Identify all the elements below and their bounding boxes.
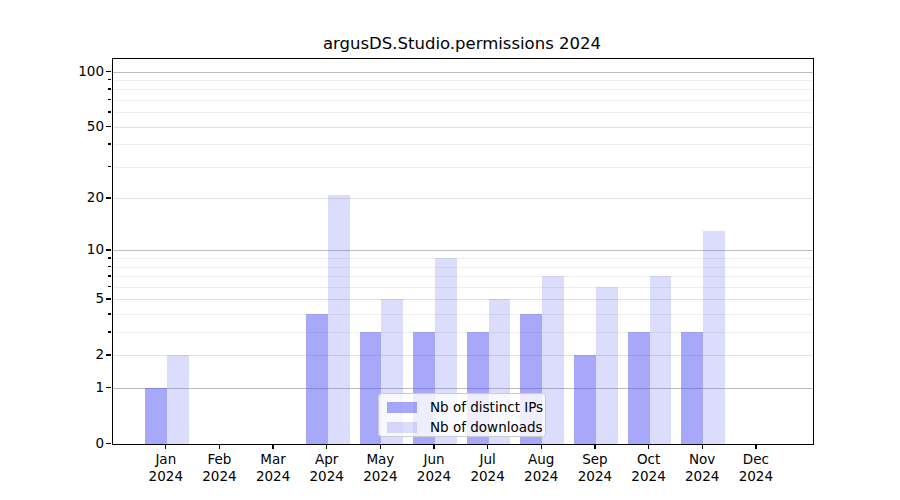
y-tick-label-1: 1 [44,379,104,395]
y-tick-label-5: 5 [44,290,104,306]
x-tick-mark-nov [702,444,703,449]
y-tick-label-10: 10 [44,241,104,257]
bar-downloads-nov [703,231,725,444]
gridline-minor-60 [113,112,813,113]
legend-entry-distinct-ips: Nb of distinct IPs [387,398,537,416]
legend: Nb of distinct IPs Nb of downloads [378,393,546,437]
legend-swatch-downloads [387,422,417,433]
legend-entry-downloads: Nb of downloads [387,418,537,436]
y-tick-mark-1 [106,387,111,388]
y-tick-mark-50 [106,126,111,127]
y-tick-mark-2 [106,354,111,355]
y-tick-mark-minor-40 [108,143,111,144]
chart-title: argusDS.Studio.permissions 2024 [112,34,812,53]
y-tick-mark-minor-4 [108,313,111,314]
y-tick-mark-100 [106,71,111,72]
chart-figure: argusDS.Studio.permissions 2024 Nb of di… [0,0,900,500]
y-tick-label-20: 20 [44,189,104,205]
bar-ips-apr [306,314,328,444]
gridline-minor-30 [113,167,813,168]
y-tick-mark-minor-6 [108,286,111,287]
y-tick-mark-minor-8 [108,266,111,267]
y-tick-label-50: 50 [44,118,104,134]
y-tick-mark-minor-7 [108,275,111,276]
x-tick-mark-aug [541,444,542,449]
x-tick-mark-apr [326,444,327,449]
legend-swatch-distinct-ips [387,402,417,413]
x-tick-mark-jan [165,444,166,449]
x-tick-label-dec: Dec2024 [721,451,791,484]
y-tick-mark-minor-3 [108,331,111,332]
y-tick-mark-5 [106,298,111,299]
legend-label-distinct-ips: Nb of distinct IPs [430,399,543,415]
y-tick-mark-0 [106,443,111,444]
y-tick-label-0: 0 [44,435,104,451]
bar-downloads-oct [650,276,672,444]
legend-label-downloads: Nb of downloads [430,419,543,435]
x-tick-mark-mar [272,444,273,449]
gridline-minor-80 [113,89,813,90]
gridline-major-100 [113,72,813,73]
x-tick-mark-oct [648,444,649,449]
bar-downloads-jan [167,355,189,444]
gridline-major-20 [113,198,813,199]
bar-ips-nov [681,332,703,444]
x-tick-mark-jun [433,444,434,449]
y-tick-mark-minor-90 [108,79,111,80]
bar-downloads-sep [596,287,618,444]
x-tick-mark-feb [219,444,220,449]
plot-area: Nb of distinct IPs Nb of downloads [112,58,814,445]
y-tick-mark-10 [106,249,111,250]
y-tick-mark-minor-60 [108,111,111,112]
y-tick-mark-minor-70 [108,99,111,100]
gridline-minor-70 [113,100,813,101]
y-tick-mark-20 [106,197,111,198]
y-tick-mark-minor-30 [108,166,111,167]
x-tick-mark-may [380,444,381,449]
x-tick-mark-sep [594,444,595,449]
y-tick-mark-minor-80 [108,88,111,89]
y-tick-label-100: 100 [44,63,104,79]
y-tick-label-2: 2 [44,346,104,362]
bar-ips-oct [628,332,650,444]
gridline-minor-40 [113,144,813,145]
y-tick-mark-minor-9 [108,257,111,258]
x-tick-mark-jul [487,444,488,449]
bar-ips-sep [574,355,596,444]
x-tick-mark-dec [755,444,756,449]
gridline-major-50 [113,127,813,128]
bar-downloads-apr [328,195,350,444]
bar-ips-jan [145,388,167,444]
gridline-minor-90 [113,80,813,81]
